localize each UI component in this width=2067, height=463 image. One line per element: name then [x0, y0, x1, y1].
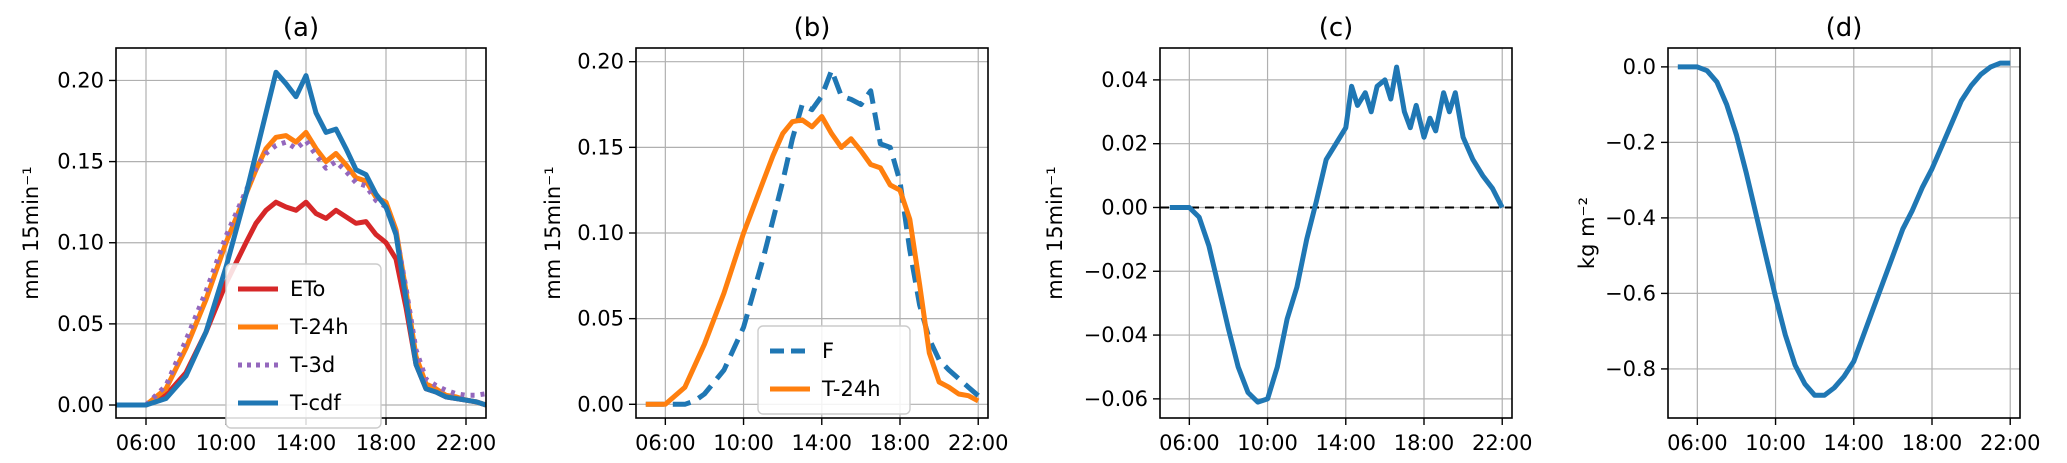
legend-label: T-cdf	[289, 391, 341, 415]
x-tick-label: 22:00	[1472, 431, 1533, 455]
y-tick-label: −0.04	[1084, 323, 1148, 347]
legend-box	[225, 263, 382, 429]
y-tick-label: −0.8	[1605, 357, 1656, 381]
panel-title: (a)	[283, 13, 319, 43]
series-line-t-3d	[116, 138, 486, 408]
x-tick-label: 18:00	[1394, 431, 1455, 455]
y-axis-label: mm 15min⁻¹	[1043, 166, 1067, 299]
legend: ETo T-24h T-3d T-cdf	[225, 263, 382, 429]
series-line-0	[1169, 64, 1505, 405]
axes-frame	[1159, 47, 1513, 419]
y-tick-label: −0.2	[1605, 130, 1656, 154]
x-tick-label: 14:00	[792, 431, 853, 455]
y-axis-label: mm 15min⁻¹	[541, 166, 565, 299]
y-tick-label: 0.02	[1101, 132, 1148, 156]
legend-label: T-24h	[289, 315, 349, 339]
y-tick-label: 0.00	[1101, 195, 1148, 219]
y-tick-label: 0.20	[57, 68, 104, 92]
panel-3: 06:00 10:00 14:00 18:00 22:00 −0.8 −0.6 −0.4 −0.…	[1575, 13, 2040, 455]
x-tick-label: 18:00	[1902, 431, 1963, 455]
panel-0: 06:00 10:00 14:00 18:00 22:00 0.00 0.05 0.10 0.1…	[19, 13, 496, 455]
panel-title: (c)	[1319, 13, 1354, 43]
legend-label: F	[822, 339, 834, 363]
y-tick-label: 0.0	[1623, 55, 1656, 79]
x-tick-label: 06:00	[116, 431, 177, 455]
y-tick-label: −0.02	[1084, 259, 1148, 283]
y-tick-label: 0.20	[577, 50, 624, 74]
axes-frame	[1667, 47, 2021, 419]
y-tick-label: 0.10	[577, 221, 624, 245]
x-tick-label: 22:00	[1980, 431, 2041, 455]
y-tick-label: 0.10	[57, 231, 104, 255]
y-tick-label: 0.04	[1101, 68, 1148, 92]
legend: F T-24h	[757, 325, 911, 415]
x-tick-label: 10:00	[1745, 431, 1806, 455]
legend-label: T-3d	[289, 353, 335, 377]
y-tick-label: 0.00	[57, 393, 104, 417]
x-tick-label: 14:00	[276, 431, 337, 455]
series-line-f	[645, 67, 980, 407]
x-tick-label: 14:00	[1824, 431, 1885, 455]
y-tick-label: 0.05	[577, 307, 624, 331]
x-tick-label: 22:00	[948, 431, 1009, 455]
series-line-t-24h	[645, 114, 980, 407]
panel-title: (d)	[1826, 13, 1863, 43]
x-tick-label: 14:00	[1316, 431, 1377, 455]
y-axis-label: kg m⁻²	[1575, 197, 1599, 269]
x-tick-label: 18:00	[356, 431, 417, 455]
y-tick-label: 0.15	[57, 150, 104, 174]
x-tick-label: 10:00	[713, 431, 774, 455]
y-tick-label: −0.06	[1084, 387, 1148, 411]
x-tick-label: 10:00	[196, 431, 257, 455]
panel-1: 06:00 10:00 14:00 18:00 22:00 0.00 0.05 0.10 0.1…	[541, 13, 1008, 455]
legend-label: T-24h	[821, 377, 881, 401]
panel-title: (b)	[794, 13, 831, 43]
x-tick-label: 06:00	[1159, 431, 1220, 455]
y-tick-label: −0.6	[1605, 281, 1656, 305]
x-tick-label: 06:00	[1667, 431, 1728, 455]
x-tick-label: 06:00	[635, 431, 696, 455]
y-tick-label: 0.05	[57, 312, 104, 336]
x-tick-label: 18:00	[870, 431, 931, 455]
y-axis-label: mm 15min⁻¹	[19, 166, 43, 299]
panel-2: 06:00 10:00 14:00 18:00 22:00 −0.06 −0.04 −0.02…	[1043, 13, 1532, 455]
y-tick-label: −0.4	[1605, 206, 1656, 230]
x-tick-label: 22:00	[436, 431, 497, 455]
y-tick-label: 0.15	[577, 135, 624, 159]
y-tick-label: 0.00	[577, 392, 624, 416]
x-tick-label: 10:00	[1237, 431, 1298, 455]
legend-box	[757, 325, 911, 415]
legend-label: ETo	[290, 277, 325, 301]
series-line-0	[1677, 60, 2011, 398]
